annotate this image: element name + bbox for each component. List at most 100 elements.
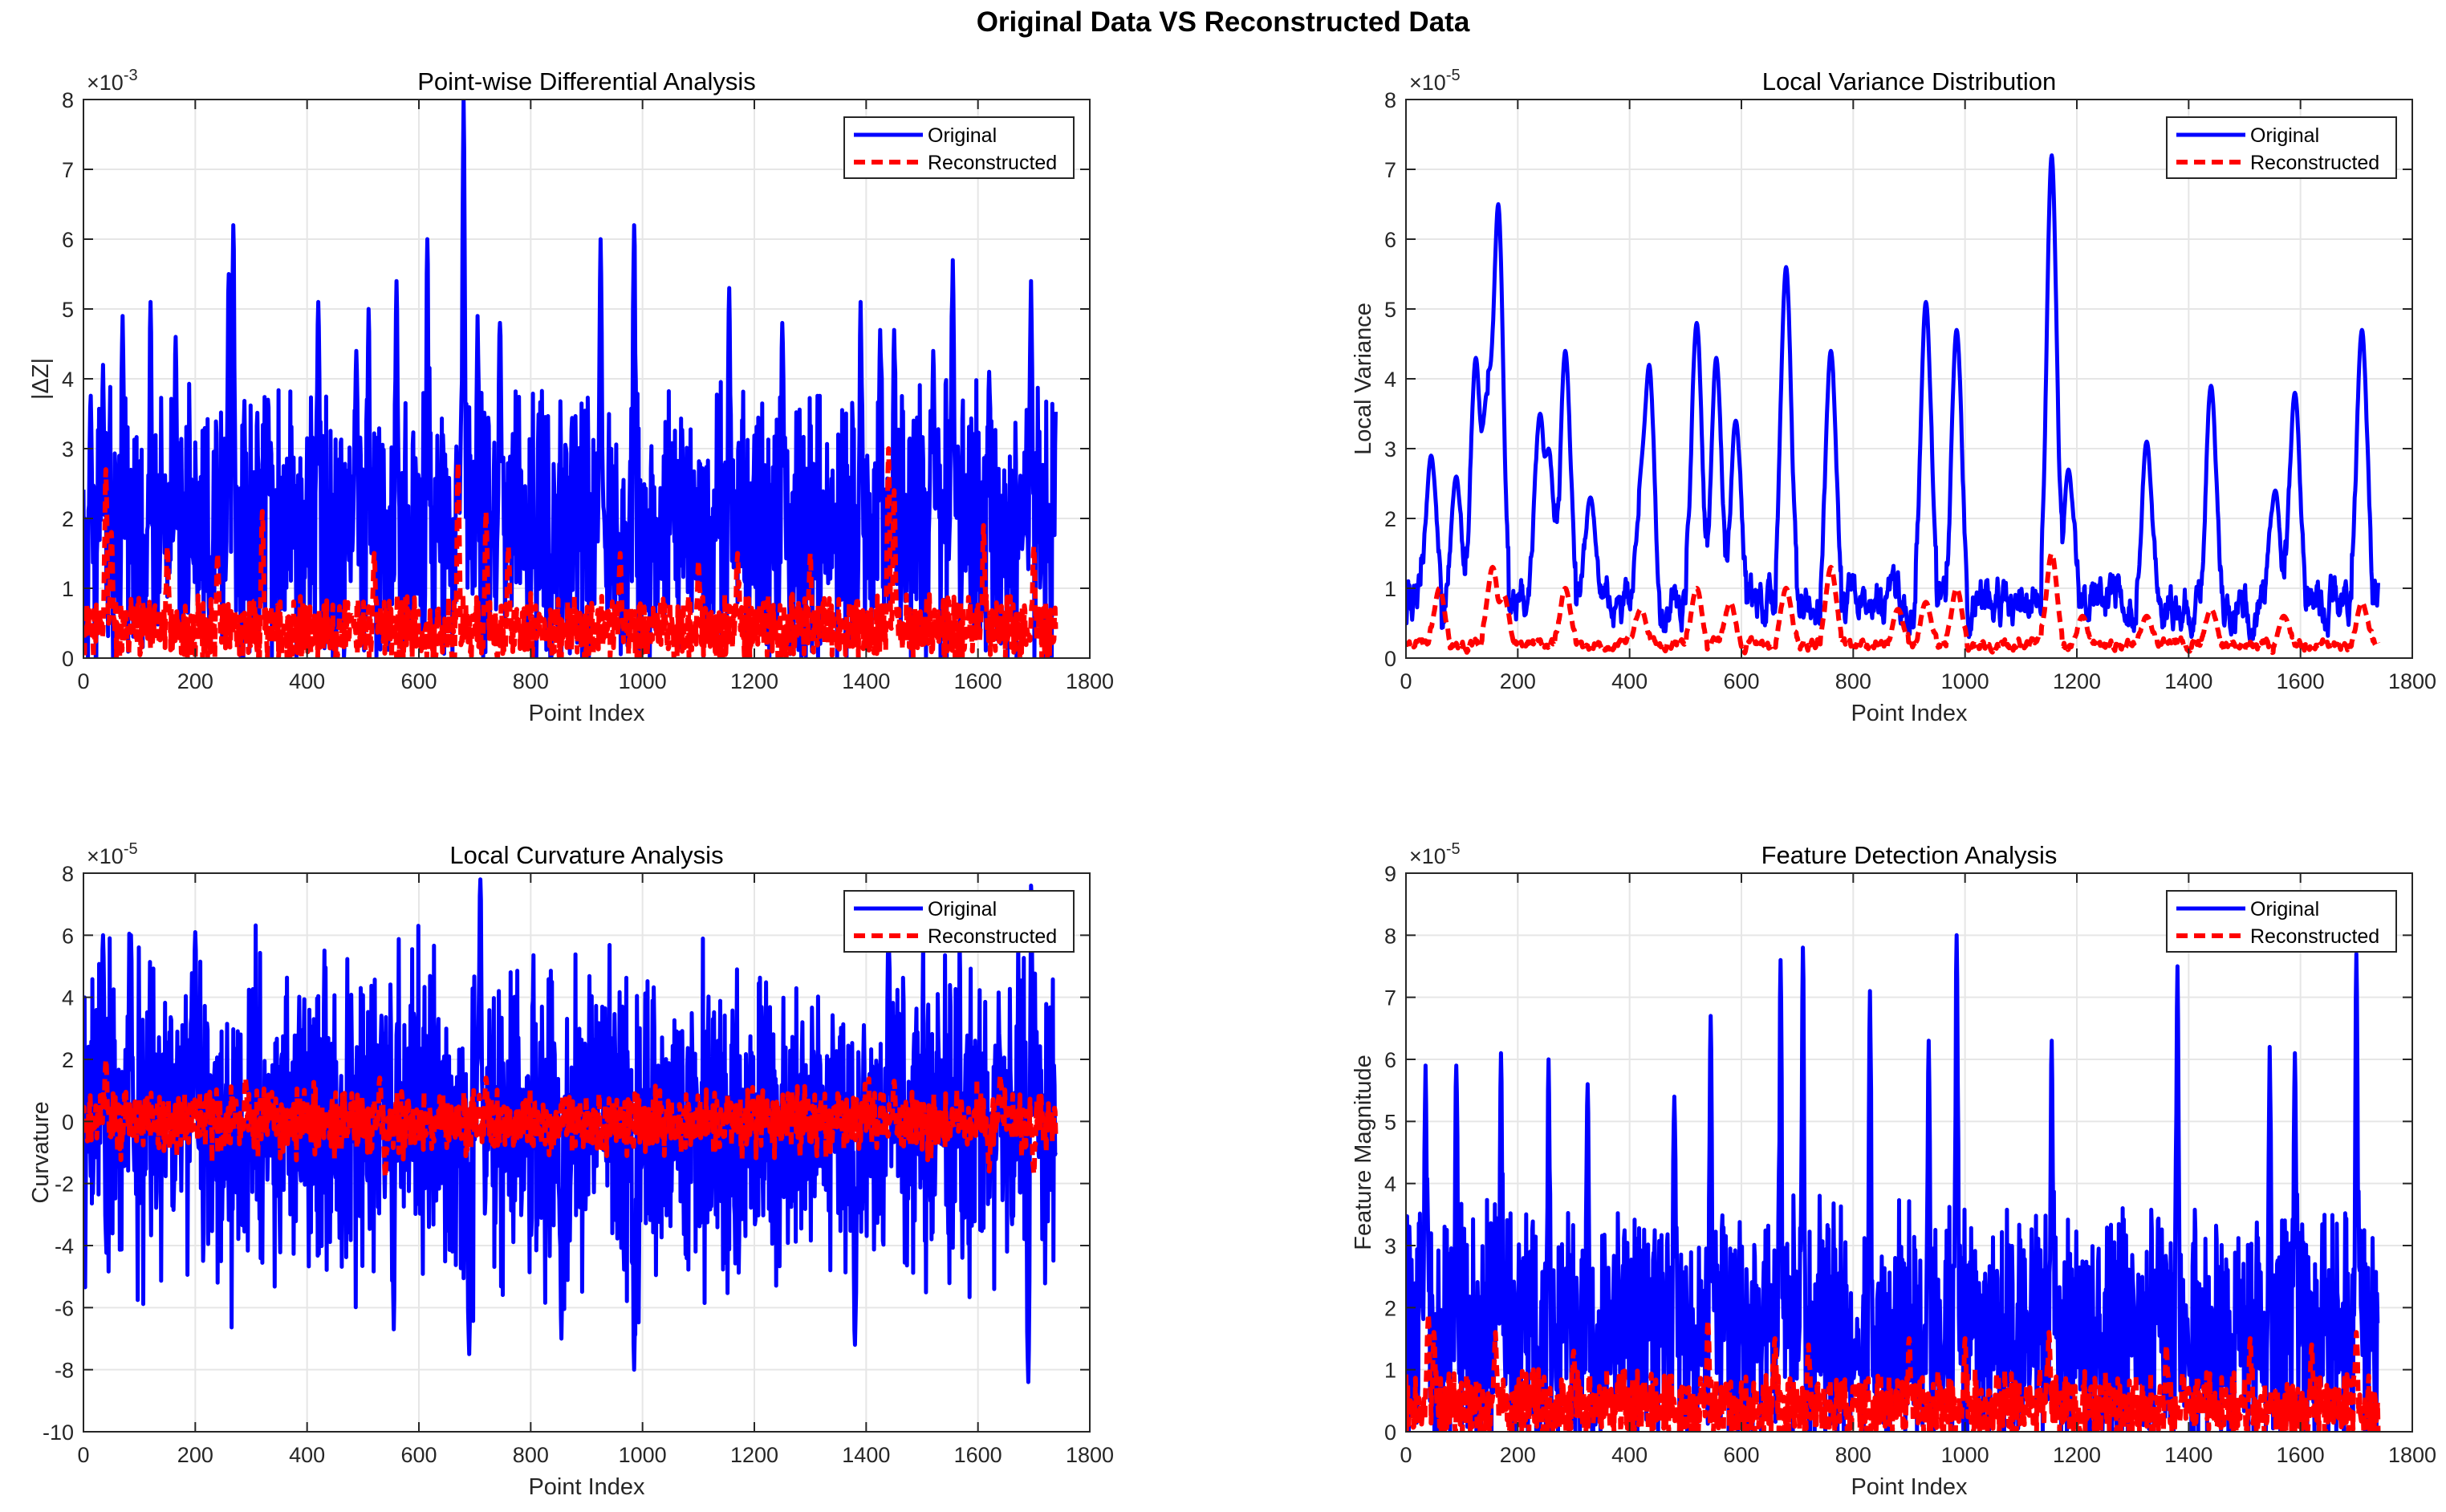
y-exponent-power: -5 [1446, 67, 1461, 84]
x-tick-label: 0 [77, 669, 89, 693]
legend: Original Reconstructed [2166, 890, 2397, 953]
chart-br: 0 200 400 600 800 1000 1200 1400 1600 1800 0 1 2 3 4 5 6… [1351, 840, 2436, 1500]
legend-box [843, 890, 1075, 953]
x-tick-label: 1600 [954, 1443, 1002, 1467]
x-tick-label: 1600 [954, 669, 1002, 693]
y-tick-label: 1 [62, 577, 74, 601]
x-tick-label: 600 [400, 669, 437, 693]
y-tick-label: 3 [1384, 1234, 1396, 1258]
x-tick-label: 400 [1611, 1443, 1648, 1467]
y-tick-label: 4 [1384, 368, 1396, 392]
x-tick-label: 1600 [2277, 1443, 2325, 1467]
y-tick-label: 4 [1384, 1173, 1396, 1197]
x-tick-label: 1000 [619, 669, 667, 693]
y-exponent-label: ×10-5 [1409, 67, 1461, 95]
figure-title: Original Data VS Reconstructed Data [976, 6, 1470, 38]
series-group [83, 877, 1058, 1384]
legend: Original Reconstructed [2166, 116, 2397, 179]
x-tick-label: 200 [177, 1443, 213, 1467]
x-tick-label: 800 [513, 1443, 549, 1467]
x-tick-label: 200 [177, 669, 213, 693]
y-tick-label: 4 [62, 986, 74, 1010]
x-axis-label: Point Index [528, 1474, 645, 1500]
x-tick-label: 1800 [2388, 669, 2436, 693]
series-line-reconstructed [83, 1057, 1058, 1180]
x-tick-label: 800 [513, 669, 549, 693]
legend-label-reconstructed: Reconstructed [2250, 152, 2379, 174]
series-line-original [1406, 933, 2380, 1432]
legend-label-original: Original [928, 124, 997, 147]
y-tick-label: 5 [62, 298, 74, 322]
series-group [83, 100, 1058, 658]
y-tick-label: 8 [62, 862, 74, 886]
legend-box [2166, 890, 2397, 953]
legend-box [843, 116, 1075, 179]
legend-label-original: Original [2250, 124, 2319, 147]
x-axis-label: Point Index [528, 701, 645, 726]
y-tick-label: 5 [1384, 1110, 1396, 1134]
y-tick-label: 3 [1384, 437, 1396, 461]
legend-box [2166, 116, 2397, 179]
series-group [1406, 153, 2381, 656]
x-tick-label: 1200 [2053, 1443, 2101, 1467]
y-tick-label: 1 [1384, 1359, 1396, 1383]
y-tick-label: -8 [55, 1359, 74, 1383]
y-tick-label: 6 [62, 924, 74, 948]
y-tick-label: -2 [55, 1173, 74, 1197]
y-tick-label: -10 [43, 1421, 74, 1445]
x-tick-label: 200 [1500, 1443, 1536, 1467]
x-tick-label: 1200 [730, 669, 778, 693]
x-axis-label: Point Index [1851, 1474, 1968, 1500]
y-tick-label: 9 [1384, 862, 1396, 886]
y-axis-label: Local Variance [1351, 303, 1376, 455]
chart-title: Feature Detection Analysis [1761, 841, 2058, 869]
y-tick-label: -6 [55, 1296, 74, 1320]
x-tick-label: 1400 [2164, 1443, 2212, 1467]
x-tick-label: 0 [1400, 1443, 1412, 1467]
x-tick-label: 1400 [842, 1443, 890, 1467]
x-tick-label: 1800 [1066, 1443, 1114, 1467]
legend-label-reconstructed: Reconstructed [2250, 925, 2379, 948]
y-exponent-power: -3 [124, 67, 138, 84]
series-line-reconstructed [1406, 1311, 2381, 1432]
y-tick-label: 2 [1384, 507, 1396, 531]
x-tick-label: 1000 [1941, 1443, 1989, 1467]
series-group [1406, 933, 2381, 1432]
x-tick-label: 600 [400, 1443, 437, 1467]
x-tick-label: 400 [1611, 669, 1648, 693]
chart-title: Local Variance Distribution [1762, 67, 2056, 96]
x-tick-label: 200 [1500, 669, 1536, 693]
y-tick-label: 2 [62, 507, 74, 531]
x-axis-label: Point Index [1851, 701, 1968, 726]
x-tick-label: 400 [289, 669, 325, 693]
x-tick-label: 800 [1835, 1443, 1871, 1467]
y-tick-label: 7 [62, 158, 74, 182]
chart-title: Local Curvature Analysis [449, 841, 723, 869]
y-tick-label: 5 [1384, 298, 1396, 322]
y-exponent-label: ×10-5 [87, 840, 138, 868]
legend: Original Reconstructed [843, 890, 1075, 953]
x-tick-label: 1800 [2388, 1443, 2436, 1467]
x-tick-label: 600 [1723, 1443, 1759, 1467]
y-tick-label: 8 [1384, 88, 1396, 112]
chart-tl: 0 200 400 600 800 1000 1200 1400 1600 1800 0 1 2 3 4 5 6… [28, 67, 1114, 726]
y-tick-label: 8 [1384, 924, 1396, 948]
y-exponent-power: -5 [1446, 840, 1461, 858]
legend-label-original: Original [928, 898, 997, 921]
y-exponent-label: ×10-5 [1409, 840, 1461, 868]
y-tick-label: 7 [1384, 158, 1396, 182]
y-tick-label: 2 [1384, 1296, 1396, 1320]
x-tick-label: 1200 [2053, 669, 2101, 693]
y-tick-label: 6 [1384, 228, 1396, 252]
x-tick-label: 800 [1835, 669, 1871, 693]
y-axis-label: |ΔZ| [28, 358, 54, 400]
y-tick-label: 6 [1384, 1048, 1396, 1072]
y-tick-label: 3 [62, 437, 74, 461]
series-line-reconstructed [1406, 551, 2381, 656]
chart-bl: 0 200 400 600 800 1000 1200 1400 1600 1800 -10 -8 -6… [28, 840, 1114, 1500]
y-tick-label: 1 [1384, 577, 1396, 601]
x-tick-label: 0 [77, 1443, 89, 1467]
y-tick-label: 8 [62, 88, 74, 112]
y-tick-label: -4 [55, 1234, 74, 1258]
